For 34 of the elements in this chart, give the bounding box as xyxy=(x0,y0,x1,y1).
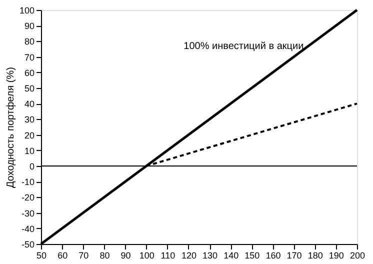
x-tick-label: 70 xyxy=(78,250,89,260)
x-tick-label: 60 xyxy=(58,250,68,260)
y-tick-label: 80 xyxy=(24,36,34,47)
y-tick-label: 30 xyxy=(24,114,34,125)
y-tick-label: 70 xyxy=(24,52,34,62)
y-tick-label: 60 xyxy=(24,68,34,78)
x-tick-label: 140 xyxy=(224,250,239,260)
y-tick-label: -10 xyxy=(21,177,34,188)
y-tick-label: -50 xyxy=(21,240,34,250)
series-label: 100% инвестиций в акции xyxy=(184,41,304,52)
x-tick-label: 170 xyxy=(286,250,302,260)
x-tick-label: 150 xyxy=(244,250,260,260)
y-tick-label: 100 xyxy=(19,6,34,16)
y-tick-label: 10 xyxy=(24,146,34,156)
y-tick-label: 40 xyxy=(24,99,34,110)
y-tick-label: 90 xyxy=(24,21,34,32)
x-tick-label: 120 xyxy=(181,250,196,260)
x-tick-label: 110 xyxy=(160,250,176,260)
x-tick-label: 180 xyxy=(308,250,323,260)
y-tick-label: -40 xyxy=(21,224,34,234)
x-tick-label: 80 xyxy=(100,250,110,260)
x-tick-label: 200 xyxy=(350,250,366,260)
x-tick-label: 160 xyxy=(266,250,281,260)
x-tick-label: 190 xyxy=(328,250,344,260)
y-tick-label: 50 xyxy=(24,84,34,94)
y-tick-label: 20 xyxy=(24,130,34,140)
y-tick-label: -20 xyxy=(21,192,34,203)
y-tick-label: 0 xyxy=(29,162,34,172)
x-tick-label: 130 xyxy=(202,250,218,260)
x-tick-label: 50 xyxy=(36,250,47,260)
y-tick-label: -30 xyxy=(21,208,34,218)
x-tick-label: 100 xyxy=(139,250,154,260)
x-tick-label: 90 xyxy=(120,250,131,260)
y-axis-title: Доходность портфеля (%) xyxy=(5,67,16,188)
